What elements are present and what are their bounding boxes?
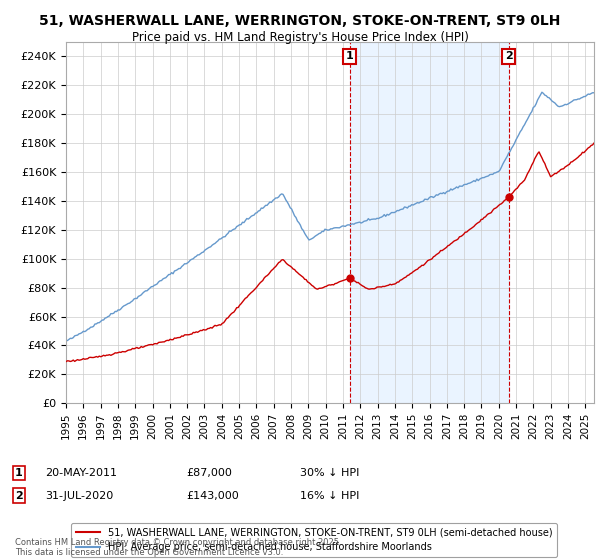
Text: 2: 2 <box>15 491 23 501</box>
Text: £143,000: £143,000 <box>186 491 239 501</box>
Text: 16% ↓ HPI: 16% ↓ HPI <box>300 491 359 501</box>
Text: 30% ↓ HPI: 30% ↓ HPI <box>300 468 359 478</box>
Text: 2: 2 <box>505 52 513 62</box>
Text: 31-JUL-2020: 31-JUL-2020 <box>45 491 113 501</box>
Text: £87,000: £87,000 <box>186 468 232 478</box>
Text: Price paid vs. HM Land Registry's House Price Index (HPI): Price paid vs. HM Land Registry's House … <box>131 31 469 44</box>
Text: 1: 1 <box>346 52 353 62</box>
Bar <box>350 42 509 403</box>
Text: 51, WASHERWALL LANE, WERRINGTON, STOKE-ON-TRENT, ST9 0LH: 51, WASHERWALL LANE, WERRINGTON, STOKE-O… <box>40 14 560 28</box>
Legend: 51, WASHERWALL LANE, WERRINGTON, STOKE-ON-TRENT, ST9 0LH (semi-detached house), : 51, WASHERWALL LANE, WERRINGTON, STOKE-O… <box>71 522 557 557</box>
Text: 1: 1 <box>15 468 23 478</box>
Text: Contains HM Land Registry data © Crown copyright and database right 2025.
This d: Contains HM Land Registry data © Crown c… <box>15 538 341 557</box>
Text: 20-MAY-2011: 20-MAY-2011 <box>45 468 117 478</box>
